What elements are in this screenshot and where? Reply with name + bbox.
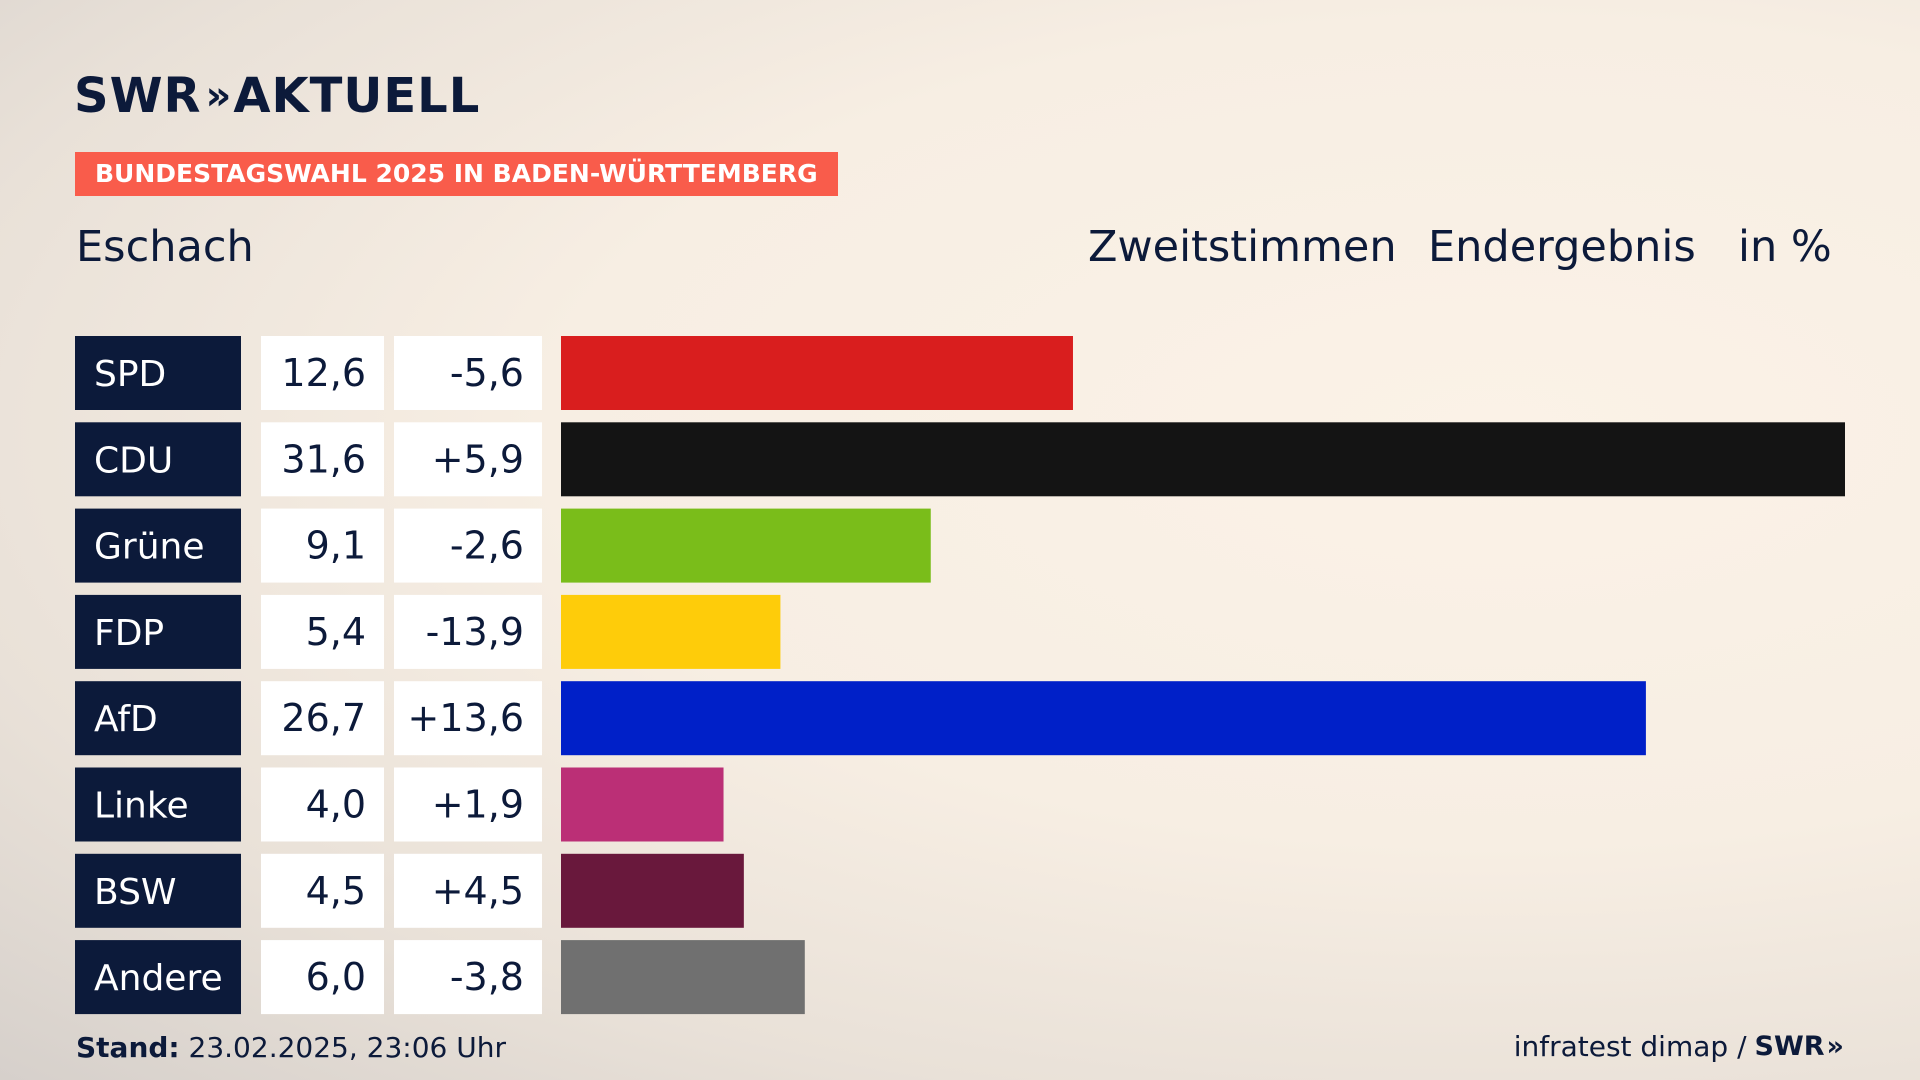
- value-box: [261, 336, 384, 410]
- change-box: [394, 853, 542, 928]
- bar: [561, 508, 931, 583]
- value-label: 31,6: [281, 437, 366, 481]
- stand-value: 23.02.2025, 23:06 Uhr: [188, 1031, 506, 1064]
- change-box: [394, 767, 542, 842]
- bar: [561, 940, 805, 1015]
- chevron-right-icon: »: [1826, 1031, 1844, 1062]
- change-box: [394, 681, 542, 756]
- party-label-box: [75, 594, 241, 669]
- party-label: FDP: [94, 613, 164, 654]
- stand-label: Stand:: [76, 1031, 180, 1064]
- party-label: BSW: [94, 872, 177, 913]
- bar: [561, 594, 781, 669]
- change-label: -3,8: [450, 955, 524, 999]
- party-label: Linke: [94, 786, 189, 827]
- bar: [561, 853, 744, 928]
- election-badge: BUNDESTAGSWAHL 2025 IN BADEN-WÜRTTEMBERG: [75, 152, 838, 196]
- value-box: [261, 940, 384, 1015]
- logo-text: SWR: [74, 68, 202, 124]
- swr-aktuell-logo: SWR » AKTUELL: [74, 68, 480, 124]
- party-label-box: [75, 853, 241, 928]
- party-label-box: [75, 336, 241, 410]
- party-label-box: [75, 767, 241, 842]
- value-label: 4,5: [306, 869, 366, 913]
- change-label: -2,6: [450, 524, 524, 568]
- change-box: [394, 940, 542, 1015]
- source-text: infratest dimap /: [1513, 1030, 1747, 1063]
- change-box: [394, 508, 542, 583]
- change-box: [394, 336, 542, 410]
- source-credit: infratest dimap / SWR »: [1514, 1030, 1844, 1063]
- change-box: [394, 594, 542, 669]
- result-type-label: Endergebnis: [1428, 222, 1696, 272]
- logo-suffix: AKTUELL: [233, 68, 481, 124]
- value-label: 26,7: [281, 696, 366, 740]
- place-title: Eschach: [76, 222, 254, 272]
- change-label: -5,6: [450, 351, 524, 395]
- change-label: +1,9: [432, 783, 524, 827]
- value-box: [261, 681, 384, 756]
- party-label-box: [75, 422, 241, 497]
- change-label: +5,9: [432, 437, 524, 481]
- party-label: AfD: [94, 699, 158, 740]
- party-label-box: [75, 508, 241, 583]
- value-label: 6,0: [306, 955, 366, 999]
- party-label: SPD: [94, 354, 166, 395]
- party-label-box: [75, 681, 241, 756]
- party-label-box: [75, 940, 241, 1015]
- party-label: CDU: [94, 440, 173, 481]
- value-label: 5,4: [306, 610, 366, 654]
- bar: [561, 422, 1845, 497]
- change-label: -13,9: [426, 610, 524, 654]
- bar: [561, 336, 1073, 410]
- value-box: [261, 767, 384, 842]
- party-label: Grüne: [94, 527, 204, 568]
- bar: [561, 767, 724, 842]
- change-label: +13,6: [408, 696, 524, 740]
- value-label: 12,6: [281, 351, 366, 395]
- unit-label: in %: [1738, 222, 1832, 272]
- timestamp: Stand: 23.02.2025, 23:06 Uhr: [76, 1031, 506, 1064]
- change-box: [394, 422, 542, 497]
- value-box: [261, 853, 384, 928]
- swr-small-logo: SWR: [1754, 1031, 1825, 1062]
- value-label: 9,1: [306, 524, 366, 568]
- vote-type-label: Zweitstimmen: [1088, 222, 1397, 272]
- party-label: Andere: [94, 958, 223, 999]
- value-box: [261, 594, 384, 669]
- value-label: 4,0: [306, 783, 366, 827]
- value-box: [261, 422, 384, 497]
- value-box: [261, 508, 384, 583]
- bar: [561, 681, 1646, 756]
- change-label: +4,5: [432, 869, 524, 913]
